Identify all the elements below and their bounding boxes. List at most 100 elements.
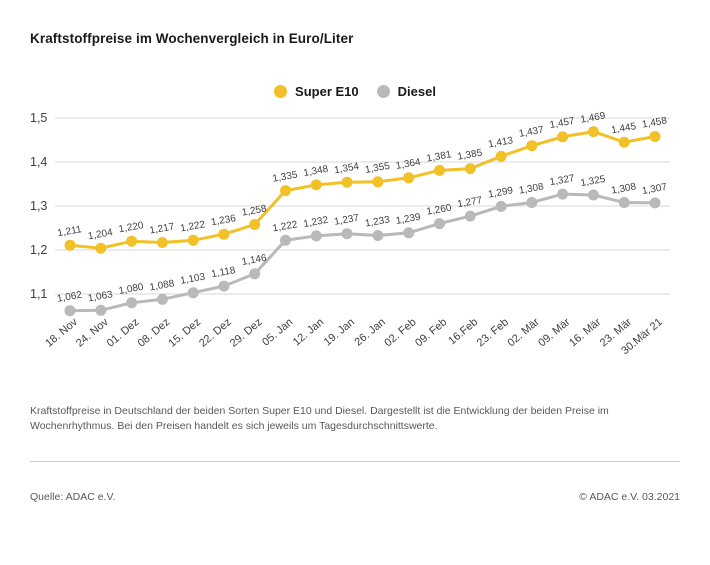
- x-axis-tick-label: 16.Feb: [446, 316, 480, 347]
- super-e10-data-point: [557, 131, 569, 143]
- chart-description: Kraftstoffpreise in Deutschland der beid…: [30, 405, 609, 432]
- diesel-data-point: [526, 197, 538, 208]
- x-axis-tick-label: 15. Dez: [166, 316, 203, 350]
- diesel-value-label: 1,308: [610, 181, 637, 196]
- super-e10-data-point: [618, 136, 630, 148]
- x-axis-tick-label: 16. Mär: [567, 316, 604, 349]
- diesel-value-label: 1,260: [426, 202, 453, 217]
- diesel-value-label: 1,118: [211, 265, 237, 280]
- super-e10-value-label: 1,354: [333, 161, 360, 176]
- diesel-value-label: 1,062: [56, 290, 83, 305]
- diesel-value-label: 1,325: [580, 174, 607, 189]
- diesel-data-point: [126, 297, 138, 309]
- x-axis-tick-label: 05. Jan: [260, 316, 295, 348]
- super-e10-data-point: [403, 172, 415, 184]
- x-axis-tick-label: 26. Jan: [352, 316, 387, 348]
- super-e10-data-point: [95, 242, 107, 254]
- diesel-line: [69, 192, 656, 313]
- diesel-value-label: 1,222: [272, 219, 299, 234]
- super-e10-data-point: [526, 140, 538, 152]
- diesel-value-label: 1,146: [241, 253, 268, 268]
- diesel-data-point: [341, 228, 353, 240]
- super-e10-value-label: 1,364: [395, 157, 422, 172]
- diesel-value-label: 1,299: [487, 185, 514, 200]
- super-e10-data-point: [341, 176, 353, 188]
- super-e10-value-label: 1,211: [57, 224, 83, 239]
- x-axis-tick-label: 08. Dez: [136, 316, 173, 350]
- x-axis-tick-label: 24. Nov: [74, 316, 111, 350]
- super-e10-data-point: [249, 219, 261, 230]
- super-e10-value-label: 1,458: [641, 115, 668, 130]
- diesel-value-label: 1,237: [333, 213, 360, 228]
- legend-label-diesel: Diesel: [397, 84, 436, 99]
- diesel-value-label: 1,088: [149, 278, 176, 293]
- super-e10-value-label: 1,204: [87, 227, 114, 242]
- footer: Quelle: ADAC e.V. © ADAC e.V. 03.2021: [30, 491, 680, 503]
- super-e10-data-point: [464, 163, 476, 175]
- super-e10-value-label: 1,413: [487, 135, 514, 150]
- x-axis-tick-label: 02. Mär: [505, 316, 542, 349]
- super-e10-value-label: 1,445: [610, 121, 637, 136]
- super-e10-value-label: 1,236: [210, 213, 237, 228]
- y-axis-tick-label: 1,3: [30, 199, 47, 213]
- super-e10-value-label: 1,437: [518, 125, 545, 140]
- super-e10-data-point: [587, 126, 599, 138]
- diesel-value-label: 1,239: [395, 212, 422, 227]
- diesel-data-point: [434, 218, 445, 230]
- diesel-value-label: 1,327: [549, 173, 576, 188]
- super-e10-value-label: 1,348: [303, 164, 330, 179]
- diesel-data-point: [280, 234, 291, 246]
- super-e10-value-label: 1,220: [118, 220, 145, 235]
- diesel-data-point: [372, 230, 384, 241]
- x-axis-tick-label: 19. Jan: [322, 316, 357, 348]
- diesel-data-point: [403, 227, 415, 239]
- diesel-data-point: [249, 268, 261, 280]
- super-e10-value-label: 1,222: [179, 219, 206, 234]
- x-axis-tick-label: 29. Dez: [228, 316, 265, 350]
- diesel-value-label: 1,233: [364, 214, 391, 229]
- diesel-data-point: [464, 210, 476, 222]
- chart-legend: Super E10 Diesel: [0, 84, 710, 99]
- diesel-data-point: [218, 280, 230, 292]
- y-axis-tick-label: 1,5: [30, 111, 47, 125]
- super-e10-data-point: [280, 185, 291, 197]
- diesel-data-point: [557, 188, 569, 200]
- x-axis-tick-label: 23. Feb: [475, 316, 511, 349]
- x-axis-tick-label: 18. Nov: [43, 316, 80, 350]
- super-e10-data-point: [156, 237, 168, 248]
- super-e10-value-label: 1,381: [426, 149, 453, 164]
- x-axis-tick-label: 09. Feb: [413, 316, 449, 349]
- diesel-value-label: 1,080: [118, 282, 145, 297]
- super-e10-value-label: 1,217: [149, 221, 176, 236]
- super-e10-data-point: [218, 228, 230, 240]
- super-e10-data-point: [434, 164, 445, 176]
- super-e10-value-label: 1,469: [580, 110, 607, 125]
- diesel-marker-icon: [376, 85, 390, 98]
- super-e10-value-label: 1,258: [241, 203, 268, 218]
- super-e10-value-label: 1,355: [364, 161, 391, 176]
- super-e10-marker-icon: [274, 85, 288, 98]
- x-axis-tick-label: 22. Dez: [197, 316, 234, 350]
- super-e10-data-point: [649, 131, 661, 142]
- chart-title: Kraftstoffpreise im Wochenvergleich in E…: [30, 31, 354, 46]
- diesel-data-point: [310, 230, 322, 242]
- diesel-data-point: [187, 287, 199, 299]
- y-axis-tick-label: 1,2: [30, 243, 47, 257]
- y-axis-tick-label: 1,4: [30, 155, 47, 169]
- legend-item-diesel: Diesel: [376, 84, 436, 99]
- super-e10-data-point: [495, 150, 507, 162]
- diesel-value-label: 1,063: [87, 289, 114, 304]
- diesel-value-label: 1,277: [457, 195, 484, 210]
- diesel-data-point: [649, 197, 661, 209]
- x-axis-tick-label: 02. Feb: [382, 316, 418, 349]
- diesel-value-label: 1,103: [179, 272, 206, 287]
- diesel-value-label: 1,308: [518, 181, 545, 196]
- legend-label-super-e10: Super E10: [295, 84, 359, 99]
- diesel-data-point: [587, 189, 599, 201]
- x-axis-tick-label: 01. Dez: [105, 316, 142, 350]
- super-e10-data-point: [187, 234, 199, 246]
- super-e10-value-label: 1,457: [549, 116, 576, 131]
- x-axis-tick-label: 12. Jan: [291, 316, 326, 348]
